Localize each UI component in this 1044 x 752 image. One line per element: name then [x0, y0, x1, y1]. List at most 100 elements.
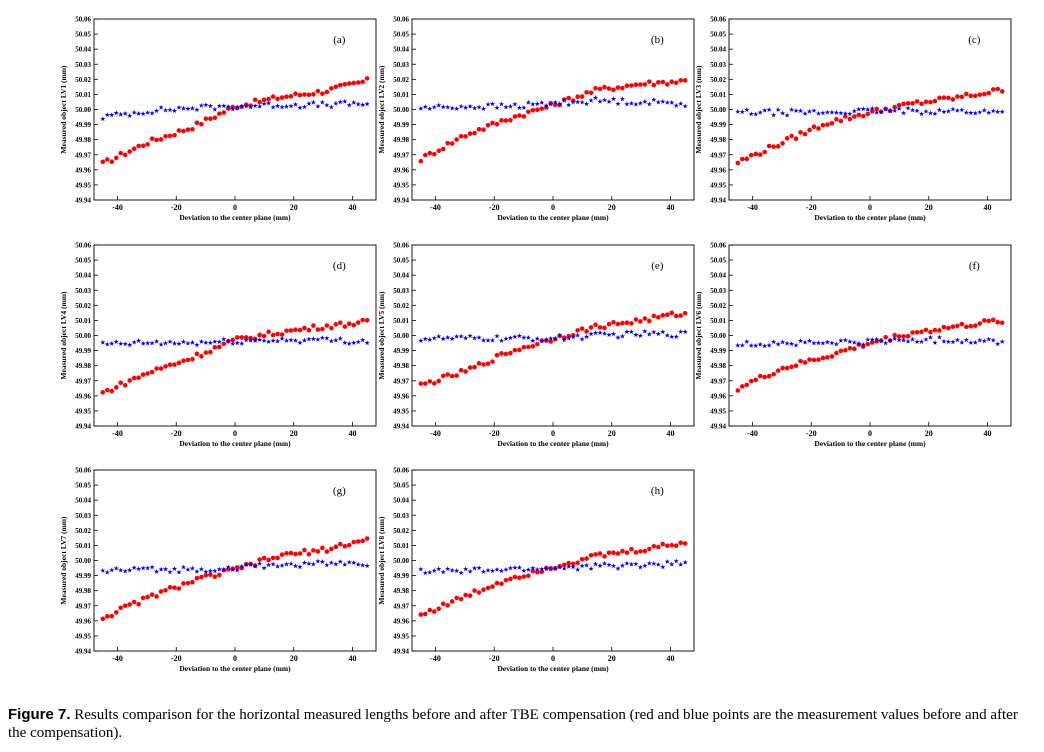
data-point-blue — [140, 111, 146, 116]
data-point-blue — [248, 562, 254, 567]
y-tick-label: 49.98 — [393, 362, 409, 370]
data-point-blue — [257, 560, 263, 566]
x-tick-label: -20 — [171, 203, 182, 212]
data-point-blue — [789, 107, 795, 112]
data-point-red — [656, 80, 661, 85]
data-point-blue — [203, 102, 209, 108]
data-point-blue — [252, 338, 258, 343]
data-point-red — [315, 88, 321, 94]
data-point-red — [624, 320, 630, 326]
data-point-red — [185, 127, 191, 132]
data-point-red — [217, 111, 222, 117]
data-point-blue — [905, 338, 911, 344]
data-point-blue — [275, 103, 281, 109]
data-point-red — [364, 76, 370, 81]
data-point-blue — [454, 333, 460, 339]
plot-frame — [728, 18, 1012, 201]
y-tick-label: 49.94 — [75, 197, 91, 205]
data-point-blue — [593, 95, 599, 100]
data-point-blue — [319, 559, 325, 564]
data-point-red — [212, 115, 218, 121]
data-point-blue — [185, 106, 191, 112]
data-point-blue — [171, 340, 178, 346]
data-point-blue — [811, 107, 817, 113]
y-tick-label: 50.01 — [393, 542, 409, 550]
data-point-red — [995, 86, 1001, 92]
y-tick-label: 49.98 — [710, 136, 726, 144]
data-point-red — [494, 580, 500, 586]
data-point-red — [981, 91, 987, 97]
y-tick-label: 49.99 — [393, 347, 409, 355]
data-point-blue — [682, 559, 688, 565]
data-point-red — [852, 114, 857, 119]
data-point-blue — [118, 341, 124, 346]
data-point-blue — [530, 101, 536, 107]
data-point-red — [122, 603, 128, 609]
data-point-blue — [995, 109, 1001, 115]
data-point-red — [364, 536, 370, 541]
data-point-red — [593, 85, 598, 91]
data-point-blue — [283, 561, 290, 567]
data-point-red — [494, 121, 500, 127]
y-tick-label: 49.98 — [75, 136, 91, 144]
y-tick-label: 50.04 — [393, 46, 409, 54]
data-point-blue — [646, 101, 652, 107]
plot-frame — [93, 18, 377, 201]
data-point-blue — [673, 558, 679, 564]
data-point-red — [811, 357, 817, 363]
data-point-blue — [883, 106, 889, 112]
data-point-blue — [279, 562, 285, 568]
data-point-blue — [167, 107, 173, 113]
plot-frame — [728, 244, 1012, 427]
data-point-red — [757, 373, 763, 379]
data-point-blue — [610, 563, 617, 569]
data-point-blue — [333, 337, 339, 343]
data-point-red — [950, 97, 956, 102]
data-point-red — [329, 546, 334, 552]
data-point-red — [673, 80, 679, 86]
data-point-blue — [234, 104, 240, 110]
x-tick-label: -20 — [171, 429, 182, 438]
data-point-blue — [431, 568, 437, 573]
data-point-red — [104, 387, 110, 393]
after-compensation-series — [418, 558, 688, 576]
data-point-red — [656, 544, 661, 550]
data-point-blue — [436, 333, 442, 339]
data-point-blue — [431, 104, 437, 110]
y-tick-label: 50.00 — [75, 106, 91, 114]
before-compensation-series — [418, 78, 688, 164]
data-point-blue — [579, 336, 585, 342]
data-point-blue — [851, 108, 857, 114]
data-point-red — [748, 152, 754, 158]
data-point-red — [279, 332, 285, 337]
data-point-blue — [851, 339, 857, 345]
data-point-blue — [319, 335, 325, 341]
data-point-blue — [525, 567, 531, 572]
data-point-blue — [660, 564, 666, 570]
data-point-red — [261, 555, 267, 561]
data-point-blue — [606, 562, 612, 568]
data-point-red — [901, 334, 906, 339]
data-point-blue — [802, 111, 808, 116]
data-point-red — [293, 551, 298, 557]
data-point-red — [333, 84, 339, 90]
data-point-red — [490, 120, 495, 126]
data-point-red — [584, 329, 589, 334]
data-point-blue — [995, 341, 1001, 347]
data-point-blue — [838, 337, 844, 343]
x-tick-label: 0 — [868, 203, 872, 212]
data-point-blue — [584, 334, 590, 340]
data-point-red — [185, 357, 191, 363]
data-point-blue — [104, 112, 110, 118]
data-point-blue — [981, 338, 987, 344]
y-tick-label: 49.99 — [75, 572, 91, 580]
x-tick-label: -20 — [489, 654, 500, 663]
data-point-blue — [757, 341, 763, 347]
data-point-red — [113, 155, 119, 161]
data-point-blue — [874, 109, 880, 115]
data-point-red — [136, 375, 141, 381]
data-point-red — [181, 581, 186, 586]
data-point-blue — [489, 568, 496, 574]
data-point-red — [852, 346, 857, 352]
data-point-red — [825, 122, 830, 127]
